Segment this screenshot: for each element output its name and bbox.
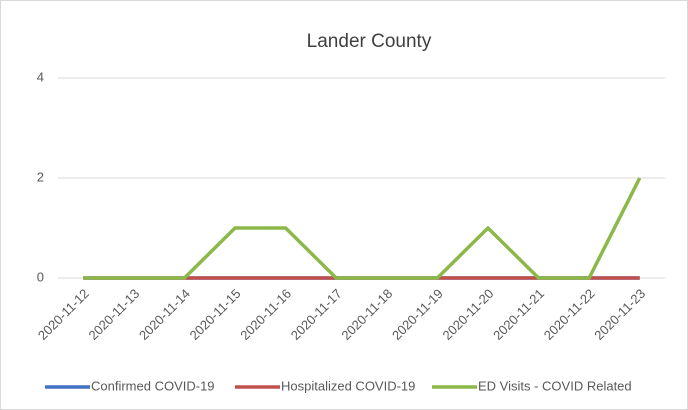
y-tick-label: 4 [37, 69, 44, 84]
legend-label: Confirmed COVID-19 [91, 378, 215, 393]
y-tick-label: 2 [37, 169, 44, 184]
chart-title: Lander County [307, 31, 432, 52]
y-tick-label: 0 [37, 269, 44, 284]
series-line [83, 177, 642, 280]
legend-label: Hospitalized COVID-19 [281, 378, 415, 393]
legend-label: ED Visits - COVID Related [478, 378, 632, 393]
